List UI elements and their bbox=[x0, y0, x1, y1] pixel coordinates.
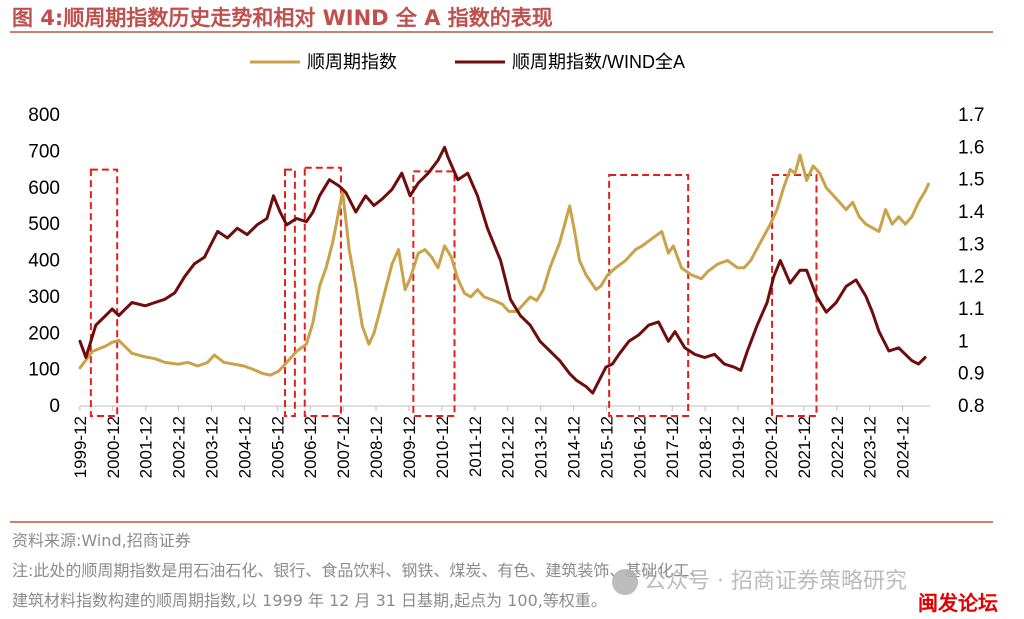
highlight-box bbox=[303, 166, 342, 417]
x-tick-label: 2018-12 bbox=[696, 416, 715, 478]
y-right-tick-label: 0.9 bbox=[958, 364, 984, 385]
chart: 顺周期指数 顺周期指数/WIND全A 0 100 200 300 400 500 600 700 8… bbox=[28, 52, 985, 478]
x-tick-label: 2014-12 bbox=[565, 416, 584, 478]
y-right-tick-label: 1.7 bbox=[958, 105, 984, 126]
forum-stamp: 闽发论坛 bbox=[918, 591, 998, 615]
x-tick-label: 1999-12 bbox=[71, 416, 90, 478]
legend-label-maroon: 顺周期指数/WIND全A bbox=[512, 52, 685, 72]
y-left-tick-label: 700 bbox=[28, 141, 60, 162]
note-line-1: 注:此处的顺周期指数是用石油石化、银行、食品饮料、钢铁、煤炭、有色、建筑装饰、基… bbox=[12, 561, 706, 580]
highlight-box bbox=[89, 168, 119, 417]
x-tick-label: 2015-12 bbox=[597, 416, 616, 478]
watermark: 公众号 · 招商证券策略研究 bbox=[612, 563, 907, 595]
x-tick-label: 2010-12 bbox=[433, 416, 452, 478]
y-left-tick-label: 0 bbox=[49, 396, 60, 417]
wechat-icon bbox=[612, 569, 638, 595]
series-line-maroon bbox=[78, 145, 927, 395]
x-tick-label: 2024-12 bbox=[894, 416, 913, 478]
x-tick-label: 2002-12 bbox=[170, 416, 189, 478]
x-tick-label: 2009-12 bbox=[400, 416, 419, 478]
x-tick-label: 2017-12 bbox=[663, 416, 682, 478]
title-divider bbox=[10, 31, 993, 33]
x-tick-label: 2022-12 bbox=[828, 416, 847, 478]
y-right-tick-label: 1.1 bbox=[958, 299, 984, 320]
x-tick-label: 2001-12 bbox=[137, 416, 156, 478]
x-tick-label: 2003-12 bbox=[203, 416, 222, 478]
x-tick-label: 2012-12 bbox=[499, 416, 518, 478]
y-right-tick-label: 1.5 bbox=[958, 170, 984, 191]
series-line-gold bbox=[78, 153, 930, 377]
x-tick-label: 2008-12 bbox=[367, 416, 386, 478]
y-right-tick-label: 1.6 bbox=[958, 137, 984, 158]
x-tick-label: 2007-12 bbox=[334, 416, 353, 478]
x-tick-label: 2023-12 bbox=[861, 416, 880, 478]
x-tick-label: 2016-12 bbox=[630, 416, 649, 478]
y-left-tick-label: 100 bbox=[28, 360, 60, 381]
highlight-box bbox=[608, 174, 690, 417]
y-left-tick-label: 600 bbox=[28, 178, 60, 199]
note-line-2: 建筑材料指数构建的顺周期指数,以 1999 年 12 月 31 日基期,起点为 … bbox=[12, 591, 607, 610]
x-tick-label: 2021-12 bbox=[795, 416, 814, 478]
y-right-tick-label: 0.8 bbox=[958, 396, 984, 417]
x-tick-label: 2000-12 bbox=[104, 416, 123, 478]
x-tick-label: 2013-12 bbox=[532, 416, 551, 478]
source-text: 资料来源:Wind,招商证券 bbox=[12, 531, 191, 550]
watermark-text: 公众号 · 招商证券策略研究 bbox=[644, 569, 907, 594]
figure-title: 图 4:顺周期指数历史走势和相对 WIND 全 A 指数的表现 bbox=[12, 6, 553, 30]
x-tick-label: 2006-12 bbox=[301, 416, 320, 478]
y-right-tick-label: 1 bbox=[958, 331, 969, 352]
x-tick-label: 2005-12 bbox=[268, 416, 287, 478]
highlight-box bbox=[771, 174, 818, 417]
highlight-box bbox=[284, 168, 296, 417]
y-left-tick-label: 500 bbox=[28, 214, 60, 235]
y-left-tick-label: 800 bbox=[28, 105, 60, 126]
y-right-tick-label: 1.3 bbox=[958, 234, 984, 255]
footer-divider bbox=[10, 521, 993, 523]
x-tick-label: 2011-12 bbox=[466, 416, 485, 477]
x-tick-label: 2020-12 bbox=[762, 416, 781, 478]
y-left-tick-label: 300 bbox=[28, 287, 60, 308]
x-tick-label: 2019-12 bbox=[729, 416, 748, 478]
y-right-tick-label: 1.4 bbox=[958, 202, 985, 223]
y-left-tick-label: 200 bbox=[28, 323, 60, 344]
y-right-tick-label: 1.2 bbox=[958, 267, 984, 288]
legend-label-gold: 顺周期指数 bbox=[307, 52, 397, 72]
y-left-tick-label: 400 bbox=[28, 251, 60, 272]
highlight-box bbox=[412, 170, 456, 417]
x-tick-label: 2004-12 bbox=[235, 416, 254, 478]
